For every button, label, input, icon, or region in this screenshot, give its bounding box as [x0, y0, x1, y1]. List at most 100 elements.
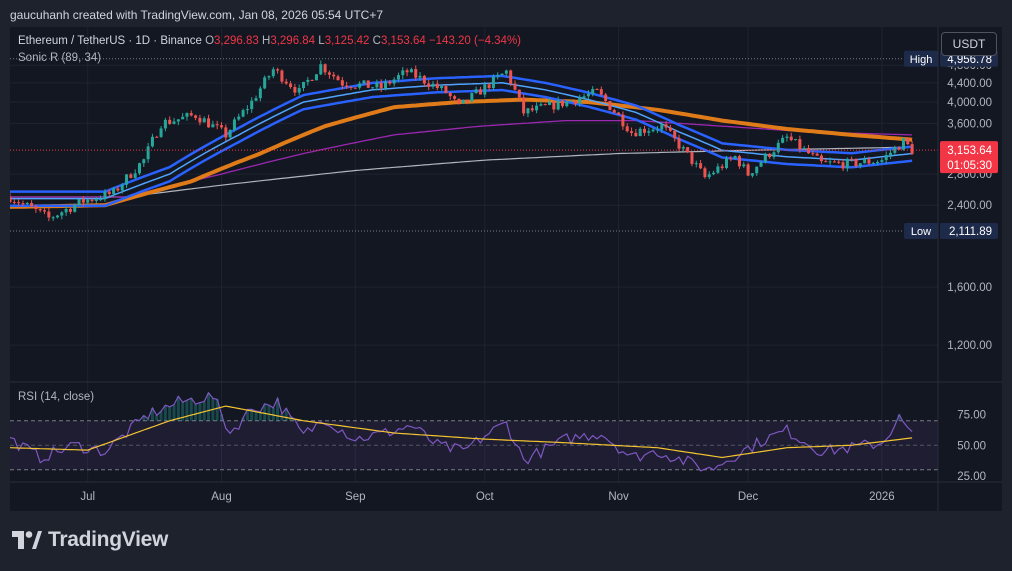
- candle-body: [595, 88, 599, 90]
- candle-body: [487, 84, 491, 88]
- candle-body: [142, 159, 146, 164]
- candle-body: [444, 86, 448, 93]
- candle-body: [845, 158, 849, 169]
- candle-body: [617, 112, 621, 115]
- candle-body: [578, 98, 582, 104]
- candle-body: [289, 83, 293, 88]
- indicator-legend[interactable]: Sonic R (89, 34): [18, 52, 102, 64]
- price-axis-label: 1,600.00: [947, 282, 992, 294]
- candle-body: [746, 164, 750, 176]
- chart-svg[interactable]: 4,800.004,400.004,000.003,600.002,800.00…: [10, 27, 1002, 511]
- candle-body: [237, 116, 241, 120]
- candle-body: [850, 158, 854, 160]
- candle-body: [207, 118, 211, 128]
- candle-body: [228, 130, 232, 138]
- candle-body: [168, 119, 172, 124]
- candle-body: [297, 88, 301, 93]
- symbol-name[interactable]: Ethereum / TetherUS · 1D · Binance: [18, 35, 202, 47]
- candle-body: [276, 69, 280, 71]
- candle-body: [794, 139, 798, 141]
- candle-body: [651, 129, 655, 132]
- candle-body: [414, 69, 418, 78]
- candle-body: [375, 82, 379, 88]
- candle-body: [17, 202, 21, 204]
- candle-body: [660, 124, 664, 130]
- candle-body: [349, 86, 353, 88]
- time-axis-label: Dec: [738, 491, 759, 503]
- candle-body: [548, 101, 552, 105]
- candle-body: [232, 119, 236, 131]
- candle-body: [332, 74, 336, 77]
- candle-body: [12, 202, 16, 204]
- candle-body: [470, 93, 474, 102]
- rsi-legend[interactable]: RSI (14, close): [18, 391, 95, 403]
- candle-body: [250, 100, 254, 110]
- candle-body: [742, 164, 746, 167]
- candle-body: [150, 136, 154, 147]
- candle-body: [884, 155, 888, 161]
- time-axis-label: Aug: [211, 491, 231, 503]
- candle-body: [453, 96, 457, 99]
- candle-body: [73, 205, 77, 212]
- candle-body: [785, 136, 789, 138]
- candle-body: [461, 99, 465, 104]
- candle-body: [224, 127, 228, 138]
- candle-body: [638, 128, 642, 137]
- candle-body: [522, 97, 526, 114]
- high-value: 3,296.84: [270, 35, 316, 47]
- candle-body: [68, 208, 72, 212]
- candle-body: [94, 199, 98, 201]
- candle-body: [496, 75, 500, 77]
- low-value: 3,125.42: [324, 35, 370, 47]
- candle-body: [163, 119, 167, 129]
- rsi-ma-line: [10, 405, 913, 459]
- candle-body: [323, 64, 327, 73]
- tradingview-logo-icon: [12, 531, 42, 549]
- candle-body: [552, 101, 556, 110]
- candle-body: [556, 100, 560, 110]
- time-axis-label: Jul: [80, 491, 95, 503]
- open-label: O: [205, 35, 215, 47]
- dragon-upper-line: [10, 74, 913, 193]
- candle-body: [634, 132, 638, 137]
- candle-body: [500, 73, 504, 76]
- candle-body: [159, 128, 163, 137]
- candle-body: [478, 89, 482, 95]
- candle-body: [897, 147, 901, 150]
- candle-body: [901, 138, 905, 150]
- candle-body: [876, 161, 880, 163]
- low-tag-label: Low: [911, 226, 931, 238]
- candle-body: [371, 87, 375, 89]
- candle-body: [379, 82, 383, 89]
- candle-body: [86, 199, 90, 203]
- candle-body: [491, 76, 495, 88]
- candle-body: [405, 70, 409, 73]
- candle-body: [336, 76, 340, 81]
- candle-body: [535, 105, 539, 111]
- candle-body: [435, 83, 439, 89]
- candle-body: [388, 81, 392, 84]
- price-axis-label: 3,600.00: [947, 118, 992, 130]
- candle-body: [655, 129, 659, 131]
- candle-body: [241, 110, 245, 117]
- candle-body: [133, 173, 137, 178]
- candle-body: [681, 147, 685, 149]
- candle-body: [772, 152, 776, 158]
- currency-button[interactable]: USDT: [941, 32, 997, 56]
- candle-body: [647, 131, 651, 133]
- candle-body: [737, 156, 741, 167]
- candle-body: [815, 153, 819, 156]
- candle-body: [513, 83, 517, 90]
- candle-body: [802, 148, 806, 150]
- time-axis-label: Sep: [345, 491, 365, 503]
- candle-body: [137, 163, 141, 174]
- candle-body: [38, 209, 42, 211]
- candle-body: [284, 81, 288, 84]
- candle-body: [729, 158, 733, 160]
- candle-body: [612, 110, 616, 113]
- time-axis-label: Oct: [476, 491, 495, 503]
- candle-body: [366, 80, 370, 88]
- candle-body: [837, 161, 841, 163]
- candle-body: [673, 130, 677, 139]
- chart-frame[interactable]: 4,800.004,400.004,000.003,600.002,800.00…: [10, 27, 1002, 511]
